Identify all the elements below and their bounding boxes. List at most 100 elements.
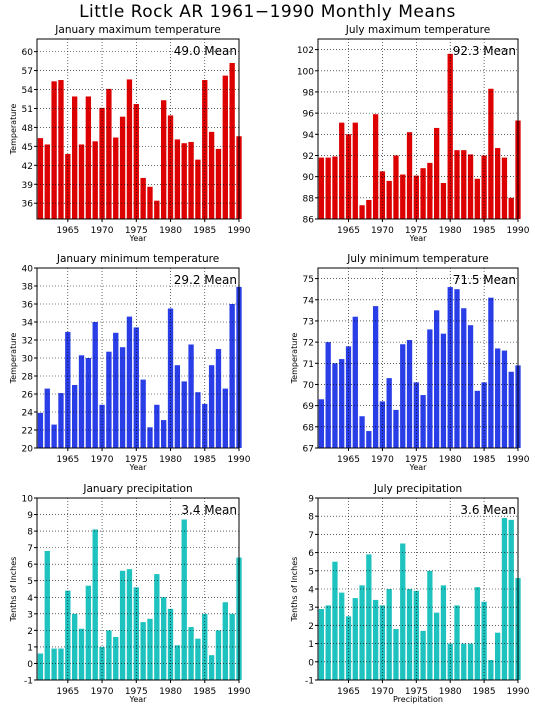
bar (447, 53, 453, 219)
bar (372, 599, 379, 680)
bar (58, 393, 64, 448)
y-tick-label: 20 (22, 445, 34, 455)
bar (440, 333, 447, 448)
y-tick-label: 7 (308, 531, 314, 541)
bar (386, 378, 392, 448)
x-axis-label: Year (129, 463, 148, 472)
bar (140, 177, 146, 219)
bar (222, 75, 228, 219)
x-tick-label: 1980 (159, 687, 182, 697)
y-axis-label: Tenths of Inches (9, 557, 18, 623)
bar (215, 349, 222, 448)
bar (352, 598, 358, 680)
x-tick-label: 1990 (507, 687, 530, 697)
y-tick-label: 39 (22, 181, 34, 191)
bar (215, 630, 222, 680)
y-tick-label: 92 (303, 152, 314, 162)
bar (44, 388, 50, 448)
bar (78, 628, 85, 680)
bar (481, 155, 487, 219)
y-tick-label: 42 (22, 162, 33, 172)
chart-title: January maximum temperature (54, 24, 220, 36)
bar (181, 381, 187, 448)
y-tick-label: 48 (22, 124, 34, 134)
y-tick-label: 1 (27, 643, 33, 653)
x-tick-label: 1985 (193, 455, 216, 465)
bar (393, 629, 399, 680)
bar (474, 587, 480, 680)
x-tick-label: 1970 (91, 455, 114, 465)
x-tick-label: 1970 (91, 687, 114, 697)
y-tick-label: 8 (308, 513, 314, 523)
y-tick-label: 57 (22, 67, 33, 77)
bar (488, 659, 494, 680)
bar (461, 308, 467, 448)
y-tick-label: 22 (22, 427, 33, 437)
plot-frame (317, 267, 519, 449)
bar (188, 627, 194, 680)
bar (501, 157, 508, 219)
y-tick-label: 68 (303, 423, 315, 433)
chart-title: July precipitation (373, 483, 462, 495)
y-tick-label: 38 (22, 283, 34, 293)
bar (37, 138, 44, 219)
bar (339, 359, 345, 448)
x-tick-label: 1985 (473, 687, 496, 697)
bar (400, 174, 406, 219)
plot-frame (317, 38, 519, 220)
x-tick-label: 1980 (439, 687, 462, 697)
bar (325, 605, 331, 680)
bar (359, 205, 365, 219)
bar (106, 630, 112, 680)
bar (352, 122, 358, 219)
x-tick-label: 1965 (337, 455, 360, 465)
page-title: Little Rock AR 1961−1990 Monthly Means (79, 2, 456, 22)
bar (332, 363, 338, 448)
y-tick-label: 0 (308, 658, 314, 668)
x-tick-label: 1975 (405, 226, 428, 236)
bar (78, 355, 85, 448)
bar (434, 127, 440, 219)
bar (147, 427, 153, 448)
y-tick-label: 0 (27, 660, 33, 670)
bar (325, 342, 331, 448)
bar (71, 385, 78, 448)
x-tick-label: 1975 (125, 455, 148, 465)
bar (113, 137, 119, 219)
bar (366, 554, 372, 680)
y-tick-label: 2 (27, 627, 33, 637)
bar (406, 132, 413, 219)
bar (372, 114, 379, 219)
bar (154, 200, 160, 219)
x-tick-label: 1965 (56, 455, 79, 465)
bar (78, 144, 85, 219)
bar (454, 605, 460, 680)
plot-frame (36, 497, 240, 681)
mean-annotation: 29.2 Mean (174, 273, 237, 287)
chart-panel-6: -1 0 1 2 3 4 5 6 7 8 9 1965 1970 1975 1980 1985 1990 July… (290, 483, 530, 704)
bar (85, 358, 92, 448)
bar (352, 316, 358, 448)
y-tick-label: 72 (303, 339, 314, 349)
y-tick-label: 2 (308, 622, 314, 632)
mean-annotation: 71.5 Mean (453, 273, 516, 287)
bar (37, 412, 44, 448)
bar (71, 96, 78, 219)
y-tick-label: 88 (303, 194, 315, 204)
x-tick-label: 1980 (439, 226, 462, 236)
bar (85, 96, 92, 219)
y-tick-label: 26 (22, 391, 34, 401)
bar (113, 636, 119, 680)
mean-annotation: 92.3 Mean (453, 44, 516, 58)
bar (434, 612, 440, 680)
mean-annotation: 3.6 Mean (460, 503, 516, 517)
bar (427, 162, 433, 219)
y-tick-label: 69 (303, 402, 315, 412)
bar (318, 609, 325, 680)
y-axis-label: Tenths of Inches (290, 557, 299, 623)
bar (474, 178, 480, 219)
bar (386, 180, 392, 219)
bar (461, 150, 467, 219)
chart-panel-2: 86 88 90 92 94 96 98 100 102 1965 1970 1975 1980 1985… (297, 24, 530, 243)
y-tick-label: 24 (22, 409, 34, 419)
